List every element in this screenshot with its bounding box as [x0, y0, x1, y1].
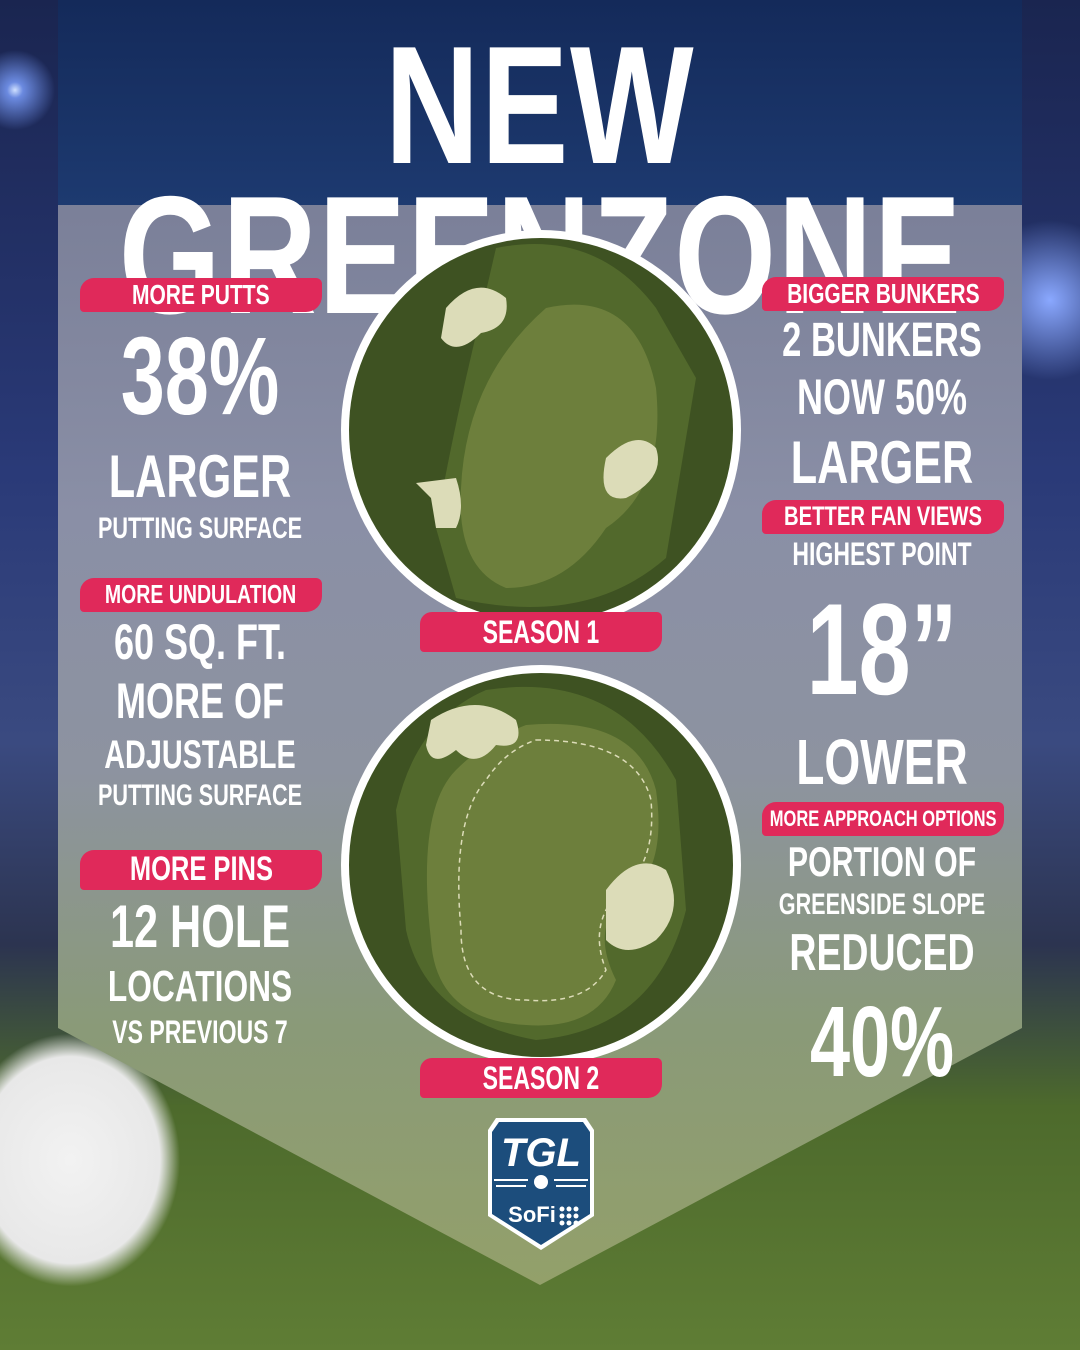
stat-tag: MORE PINS	[80, 850, 322, 890]
stat-text: 2 BUNKERS	[782, 314, 982, 367]
bunker	[606, 863, 674, 950]
svg-text:TGL: TGL	[501, 1131, 581, 1175]
season-1-green-diagram	[341, 230, 741, 630]
bunker	[441, 287, 507, 347]
stat-text: REDUCED	[789, 924, 975, 982]
stat-text: GREENSIDE SLOPE	[778, 888, 986, 921]
stat-text: LOCATIONS	[107, 962, 293, 1011]
svg-text:SoFi: SoFi	[508, 1202, 556, 1227]
stat-text: PUTTING SURFACE	[97, 512, 303, 545]
season-1-label: SEASON 1	[420, 612, 662, 652]
stat-tag: MORE UNDULATION	[80, 578, 322, 612]
season-2-label: SEASON 2	[420, 1058, 662, 1098]
header-band	[58, 0, 1022, 205]
stat-value: 40%	[809, 986, 955, 1098]
putting-surface	[426, 723, 659, 1026]
stat-text: LARGER	[790, 429, 974, 496]
tgl-sofi-logo: TGL SoFi	[488, 1118, 594, 1250]
stat-text: MORE OF	[115, 673, 284, 729]
stat-text: VS PREVIOUS 7	[112, 1014, 288, 1050]
stat-text: HIGHEST POINT	[792, 536, 972, 572]
bunker	[426, 705, 519, 759]
stat-text: PORTION OF	[787, 838, 977, 885]
stat-text: PUTTING SURFACE	[97, 779, 303, 812]
stat-text: 12 HOLE	[109, 893, 291, 960]
stat-tag: BIGGER BUNKERS	[762, 277, 1004, 311]
stat-text: 60 SQ. FT.	[113, 614, 287, 670]
putting-surface	[460, 304, 658, 588]
stat-tag: MORE APPROACH OPTIONS	[762, 802, 1004, 836]
season-2-green-diagram	[341, 665, 741, 1065]
stat-tag: BETTER FAN VIEWS	[762, 500, 1004, 534]
bunker	[416, 478, 461, 528]
stat-text: ADJUSTABLE	[104, 733, 296, 777]
stat-text: LARGER	[108, 443, 292, 510]
stat-tag: MORE PUTTS	[80, 278, 322, 312]
stat-text: NOW 50%	[796, 369, 968, 425]
bunker	[603, 440, 658, 499]
stat-text: LOWER	[796, 726, 968, 798]
dashed-adjustable-area	[458, 739, 653, 1002]
stat-value: 38%	[120, 315, 280, 438]
stat-value: 18”	[806, 576, 958, 722]
